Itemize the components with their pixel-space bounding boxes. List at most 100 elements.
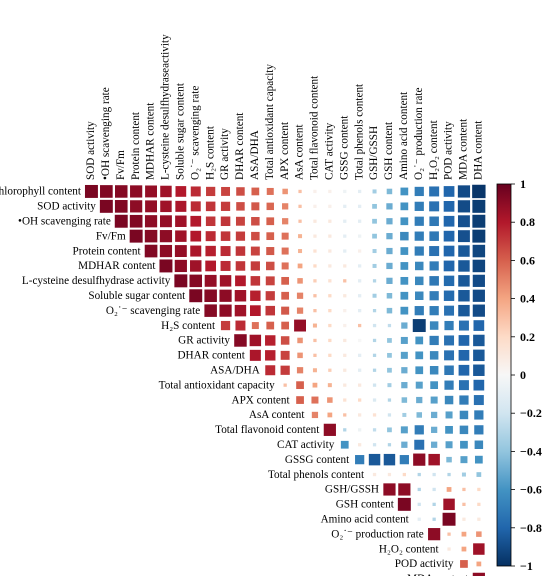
heatmap-cell-r2-c4 <box>143 213 159 229</box>
heatmap-cell-r4-c20 <box>385 246 394 256</box>
heatmap-cell-r11-c21 <box>399 350 410 361</box>
heatmap-cell-r8-c20 <box>385 306 394 315</box>
heatmap-cell-r7-c7 <box>188 288 204 304</box>
heatmap-cell-r3-c17 <box>341 233 348 239</box>
heatmap-cell-r1-c10 <box>235 200 246 212</box>
heatmap-cell-r17-c18 <box>356 441 363 448</box>
heatmap-cell-r8-c22 <box>413 304 426 317</box>
colorbar-tick-label: 0.4 <box>520 292 535 306</box>
heatmap-cell-r20-c25 <box>461 486 467 493</box>
heatmap-cell-r5-c24 <box>442 259 456 273</box>
heatmap-cell-r8-c8 <box>203 303 219 319</box>
row-label: O₂˙⁻ production rate <box>331 528 423 540</box>
heatmap-cell-r4-c24 <box>442 244 456 258</box>
heatmap-cell-r6-c26 <box>471 273 487 289</box>
column-label: •OH scavenging rate <box>100 87 112 180</box>
heatmap-cell-r7-c18 <box>356 292 363 299</box>
heatmap-cell-r11-c23 <box>428 349 440 361</box>
heatmap-cell-r11-c13 <box>279 349 291 362</box>
heatmap-cell-r5-c11 <box>249 260 262 272</box>
heatmap-cell-r23-c26 <box>474 530 483 539</box>
heatmap-cell-r1-c15 <box>312 203 318 210</box>
heatmap-cell-r3-c4 <box>143 228 159 244</box>
heatmap-cell-r10-c24 <box>442 334 456 347</box>
heatmap-cell-r9-c16 <box>327 322 333 329</box>
heatmap-cell-r16-c21 <box>399 425 410 435</box>
heatmap-cell-r15-c25 <box>458 409 470 421</box>
heatmap-cell-r1-c5 <box>159 199 173 214</box>
heatmap-cell-r4-c5 <box>158 243 174 259</box>
heatmap-cell-r8-c10 <box>233 303 248 318</box>
heatmap-cell-r4-c7 <box>189 244 203 258</box>
heatmap-cell-r23-c23 <box>426 526 442 542</box>
column-label: Total flavonoid content <box>309 75 321 180</box>
row-label: Soluble sugar content <box>88 290 186 302</box>
heatmap-cell-r4-c13 <box>280 246 290 256</box>
heatmap-cell-r2-c25 <box>456 214 472 229</box>
heatmap-cell-r18-c25 <box>459 454 469 465</box>
heatmap-cell-r6-c13 <box>280 275 291 286</box>
colorbar-tick-label: 0.2 <box>520 330 535 344</box>
heatmap-cell-r5-c16 <box>327 263 333 269</box>
heatmap-cell-r16-c16 <box>322 422 338 438</box>
heatmap-cell-r19-c23 <box>431 471 437 478</box>
heatmap-cell-r12-c23 <box>428 364 440 376</box>
heatmap-cell-r9-c12 <box>265 320 276 331</box>
heatmap-cell-r2-c6 <box>173 214 188 229</box>
heatmap-cell-r3-c12 <box>265 231 276 242</box>
heatmap-cell-r1-c14 <box>297 203 303 210</box>
heatmap-cell-r1-c7 <box>189 200 202 213</box>
heatmap-cell-r9-c9 <box>219 319 232 332</box>
heatmap-cell-r6-c17 <box>341 278 348 284</box>
colorbar-tick-label: −1 <box>520 559 533 573</box>
heatmap-cell-r12-c14 <box>295 365 305 375</box>
heatmap-cell-r16-c26 <box>473 424 485 436</box>
heatmap-cell-r14-c25 <box>458 394 470 406</box>
heatmap-cell-r1-c4 <box>143 199 159 214</box>
heatmap-cells <box>83 183 487 576</box>
row-label: L-cysteine desulfhydrase activity <box>22 275 171 287</box>
heatmap-cell-r2-c22 <box>413 215 426 228</box>
heatmap-cell-r17-c23 <box>429 440 439 450</box>
heatmap-cell-r10-c12 <box>263 334 277 347</box>
colorbar-tick-label: 1 <box>520 177 526 191</box>
column-label: Fv/Fm <box>115 150 127 180</box>
heatmap-cell-r10-c17 <box>341 337 348 344</box>
heatmap-cell-r2-c18 <box>356 218 363 225</box>
column-label: AsA content <box>294 123 306 180</box>
heatmap-cell-r3-c26 <box>471 228 487 244</box>
heatmap-cell-r11-c20 <box>385 351 394 359</box>
heatmap-cell-r10-c21 <box>399 335 410 346</box>
column-label: POD activity <box>443 121 455 180</box>
heatmap-cell-r14-c23 <box>429 395 439 405</box>
heatmap-cell-r18-c26 <box>473 454 484 465</box>
colorbar-tick-label: 0.8 <box>520 215 535 229</box>
heatmap-cell-r1-c8 <box>204 200 217 213</box>
heatmap-cell-r2-c13 <box>280 216 290 226</box>
heatmap-cell-r11-c18 <box>356 352 363 359</box>
heatmap-cell-r13-c23 <box>429 380 440 391</box>
heatmap-cell-r0-c10 <box>235 186 246 197</box>
heatmap-cell-r14-c21 <box>400 396 409 405</box>
heatmap-cell-r15-c22 <box>415 411 424 419</box>
heatmap-cell-r18-c21 <box>398 453 411 466</box>
heatmap-cell-r6-c25 <box>457 273 471 288</box>
heatmap-cell-r3-c11 <box>249 230 261 242</box>
heatmap-cell-r12-c25 <box>457 363 471 377</box>
colorbar-gradient <box>496 183 512 567</box>
heatmap-cell-r0-c11 <box>250 186 261 197</box>
heatmap-cell-r17-c24 <box>444 440 454 450</box>
heatmap-cell-r10-c19 <box>371 337 378 344</box>
column-label: O₂˙⁻ scavenging rate <box>189 86 201 180</box>
heatmap-cell-r12-c15 <box>311 367 319 374</box>
heatmap-cell-r8-c9 <box>218 303 233 318</box>
heatmap-cell-r11-c19 <box>371 352 378 359</box>
heatmap-cell-r7-c8 <box>203 288 219 304</box>
heatmap-cell-r8-c18 <box>356 307 363 314</box>
heatmap-cell-r15-c23 <box>429 410 439 420</box>
heatmap-cell-r5-c7 <box>188 259 203 273</box>
heatmap-cell-r8-c11 <box>248 304 262 318</box>
heatmap-cell-r4-c9 <box>219 244 232 258</box>
heatmap-cell-r14-c24 <box>443 394 455 406</box>
heatmap-cell-r6-c12 <box>264 275 276 287</box>
